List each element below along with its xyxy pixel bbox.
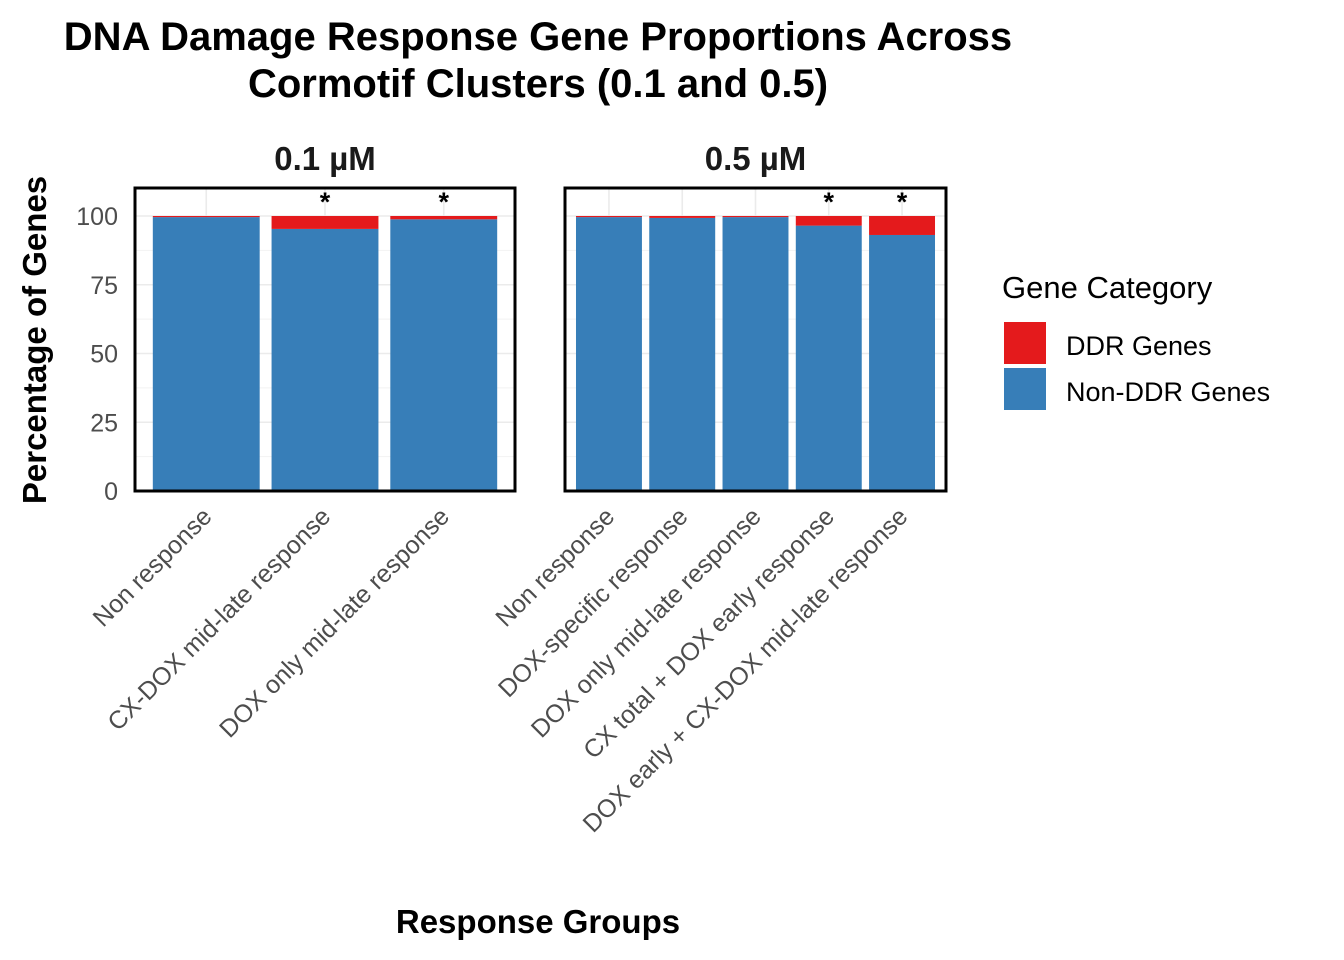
x-tick-label: DOX only mid-late response (214, 502, 455, 743)
panel-border (133, 186, 517, 493)
bar-ddr-genes (722, 216, 789, 218)
x-axis-title: Response Groups (396, 903, 680, 940)
bar-ddr-genes (152, 216, 260, 218)
bar-non-ddr-genes (271, 228, 379, 492)
legend-title: Gene Category (1002, 270, 1213, 305)
x-tick-label: Non response (88, 502, 218, 632)
significance-marker: * (897, 187, 908, 217)
legend-key-ddr (1004, 322, 1046, 364)
x-tick-label: CX-DOX mid-late response (102, 502, 336, 736)
chart-title-line-1: DNA Damage Response Gene Proportions Acr… (64, 15, 1012, 59)
bar-non-ddr-genes (869, 234, 936, 491)
bar-non-ddr-genes (390, 219, 498, 492)
y-tick-label: 75 (90, 272, 118, 300)
bar-ddr-genes (390, 216, 498, 220)
legend-label-ddr: DDR Genes (1066, 331, 1212, 361)
y-tick-label: 50 (90, 341, 118, 369)
bar-ddr-genes (271, 216, 379, 229)
bar-non-ddr-genes (722, 217, 789, 491)
y-axis-title: Percentage of Genes (16, 176, 53, 504)
significance-marker: * (320, 187, 331, 217)
bar-non-ddr-genes (575, 217, 642, 491)
bar-ddr-genes (575, 216, 642, 218)
legend-label-non-ddr: Non-DDR Genes (1066, 377, 1270, 407)
chart-title-line-2: Cormotif Clusters (0.1 and 0.5) (248, 62, 828, 106)
bar-ddr-genes (869, 216, 936, 235)
y-tick-label: 100 (76, 203, 118, 231)
legend-key-non-ddr (1004, 368, 1046, 410)
y-tick-label: 25 (90, 409, 118, 437)
bar-non-ddr-genes (649, 217, 716, 492)
significance-marker: * (438, 187, 449, 217)
legend: Gene Category DDR Genes Non-DDR Genes (1002, 270, 1270, 410)
bar-ddr-genes (795, 216, 862, 226)
y-tick-label: 0 (104, 478, 118, 506)
panel-border (563, 186, 948, 493)
bar-non-ddr-genes (152, 217, 260, 491)
panel-label-0: 0.1 µM (274, 140, 376, 177)
panel-label-1: 0.5 µM (705, 140, 807, 177)
bar-non-ddr-genes (795, 225, 862, 491)
plot-area: 0.1 µM Non response * CX-DOX mid-late respo… (76, 140, 948, 838)
significance-marker: * (824, 187, 835, 217)
bar-ddr-genes (649, 216, 716, 218)
